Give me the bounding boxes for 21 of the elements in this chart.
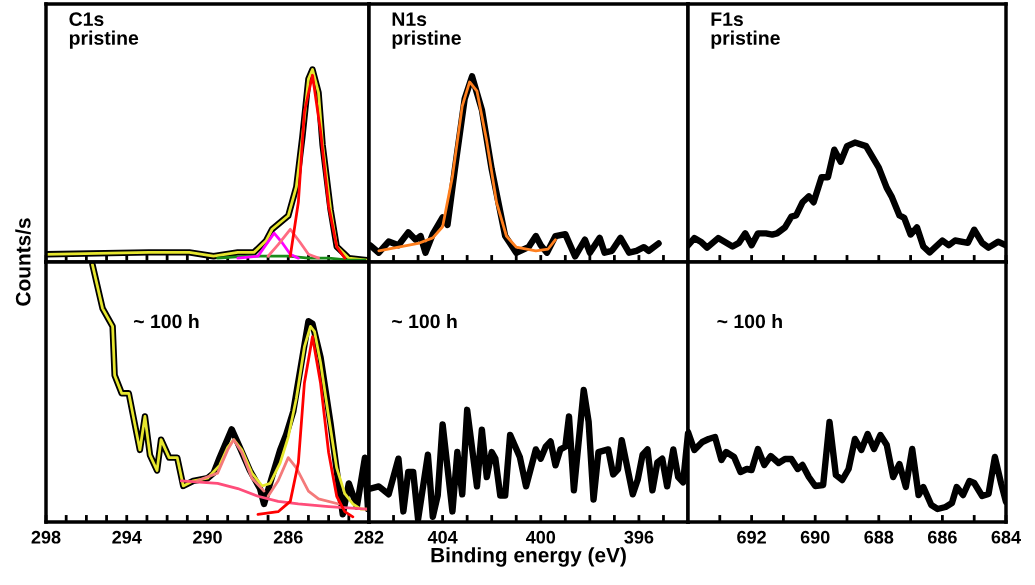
- text: ~ 100 h: [717, 314, 782, 329]
- text: F1s pristine: [711, 12, 780, 49]
- x-tick-label: 282: [354, 530, 384, 544]
- x-tick-label: 294: [112, 530, 142, 544]
- x-tick-label: 404: [427, 530, 458, 544]
- x-tick-label: 690: [800, 530, 830, 544]
- x-tick-label: 298: [31, 530, 61, 544]
- x-tick-label: 286: [273, 530, 303, 544]
- annotation: ~ 100 h: [133, 314, 199, 329]
- text: C1s pristine: [69, 12, 139, 49]
- text: ~ 100 h: [392, 314, 457, 329]
- y-axis-title: Counts/s: [15, 218, 31, 306]
- x-axis-title: Binding energy (eV): [431, 547, 626, 567]
- x-tick-label: 396: [624, 530, 654, 544]
- x-tick-label: 684: [991, 530, 1021, 544]
- x-tick-label: 688: [864, 530, 894, 544]
- text: N1s pristine: [392, 12, 461, 49]
- x-tick-label: 400: [525, 530, 556, 544]
- x-tick-label: 686: [928, 530, 957, 544]
- x-tick-label: 290: [193, 530, 222, 544]
- x-tick-label: 692: [737, 530, 766, 544]
